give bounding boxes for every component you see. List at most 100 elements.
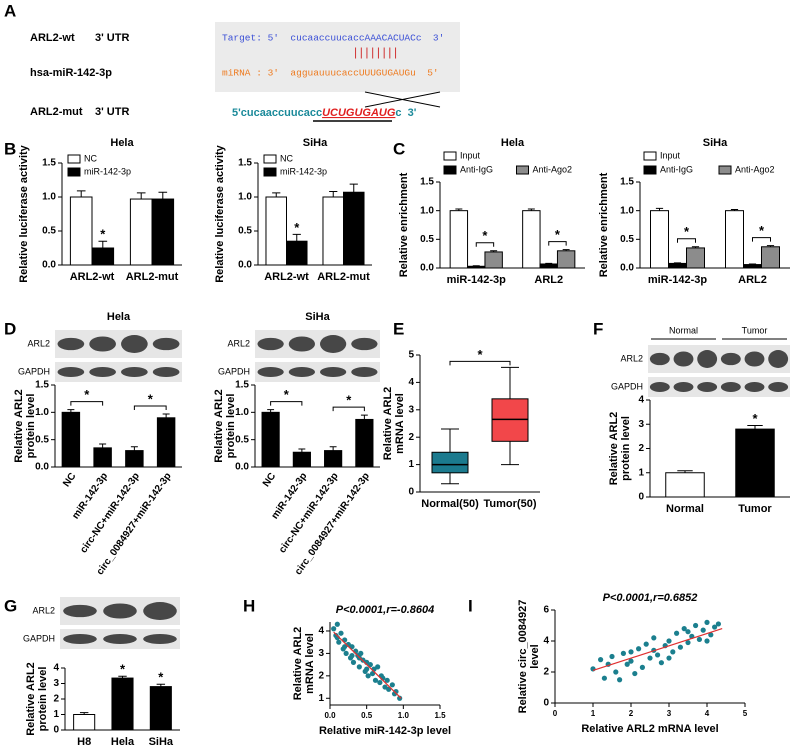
chart-title: P<0.0001,r=0.6852: [603, 592, 698, 604]
wt-region: 3' UTR: [95, 32, 129, 44]
significance-bracket: [548, 241, 567, 246]
target-seq: Target: 5' cucaaccuucaccAAACACUACc 3': [222, 33, 444, 44]
blot-band: [89, 336, 116, 352]
x-tick-label: 0.0: [324, 711, 336, 720]
legend-swatch: [263, 167, 277, 177]
y-axis-label-line: protein level: [37, 667, 49, 732]
x-tick-label: 1.0: [398, 711, 410, 720]
x-tick-label: ARL2-mut: [317, 271, 370, 283]
blot-band: [351, 367, 378, 377]
y-tick-label: 0.5: [420, 234, 434, 245]
error-bar: [272, 192, 281, 197]
blot-band: [89, 367, 116, 377]
x-tick-label: 5: [743, 709, 748, 718]
y-tick-label: 0.5: [35, 434, 49, 445]
y-tick-label: 1.5: [42, 158, 56, 169]
x-tick-label: 1: [591, 709, 596, 718]
blot-label: GAPDH: [23, 633, 55, 643]
blot-label: GAPDH: [18, 366, 50, 376]
mut-seq-start: 5'cucaaccuucacc: [232, 107, 322, 119]
error-bar: [298, 448, 306, 453]
bar: [73, 714, 96, 731]
x-tick-label: ARL2: [738, 274, 767, 286]
y-tick-label: 3: [638, 419, 644, 430]
y-tick-label: 1.5: [238, 158, 252, 169]
error-bar: [747, 424, 763, 430]
blot-band: [143, 634, 177, 644]
blot-strip: [55, 362, 182, 382]
mut-seq-end: c 3': [395, 107, 416, 119]
y-tick-label: 0.0: [420, 263, 434, 274]
legend-label: Input: [660, 150, 681, 160]
point: [343, 650, 349, 657]
y-axis-label: Relative ARL2mRNA level: [292, 627, 316, 701]
bar: [93, 447, 112, 468]
point: [636, 646, 642, 652]
significance-bracket: [70, 401, 104, 406]
point: [632, 670, 638, 677]
x-tick-label: circ-NC+miR-142-3p: [78, 471, 142, 555]
y-tick-label: 1.0: [42, 192, 56, 203]
panel-label: I: [468, 596, 473, 615]
bar: [556, 250, 576, 269]
blot-band: [768, 350, 789, 368]
blot-band: [63, 634, 97, 644]
significance-bracket: [677, 238, 696, 243]
y-axis-label-line: Relative ARL2: [213, 389, 225, 463]
bar: [324, 450, 343, 468]
error-bar: [156, 683, 166, 687]
error-bar: [360, 414, 368, 420]
pairing: ||||||||: [354, 45, 400, 59]
y-tick-label: 4: [53, 663, 59, 674]
y-tick-label: 0.5: [42, 226, 56, 237]
significance-star: *: [752, 411, 758, 426]
point: [674, 630, 680, 636]
point: [666, 638, 672, 644]
bar: [265, 196, 288, 266]
x-tick-label: Normal: [666, 503, 704, 515]
y-tick-label: 1.5: [420, 177, 434, 188]
fit-line: [333, 631, 402, 699]
error-bar: [545, 262, 553, 264]
significance-star: *: [482, 228, 488, 243]
mut-label: ARL2-mut: [30, 106, 83, 118]
y-tick-label: 0.0: [238, 260, 252, 271]
bar: [355, 418, 374, 468]
bar: [686, 247, 705, 269]
legend-label: Anti-Ago2: [533, 164, 573, 174]
significance-bracket: [475, 242, 495, 247]
blot-band: [103, 603, 137, 619]
y-axis-label-line: Relative ARL2: [292, 627, 304, 701]
error-bar: [677, 470, 693, 473]
point: [647, 655, 653, 661]
box: [431, 451, 469, 474]
significance-star: *: [759, 223, 765, 238]
blot-band: [320, 367, 347, 377]
bar: [91, 247, 115, 266]
y-tick-label: 3: [408, 404, 414, 415]
legend-label: miR-142-3p: [280, 166, 327, 176]
point: [712, 624, 718, 630]
point: [367, 662, 373, 668]
point: [639, 664, 646, 670]
error-bar: [98, 240, 108, 248]
blot-band: [288, 336, 315, 352]
bar: [125, 450, 144, 468]
point: [609, 653, 615, 660]
bar: [292, 451, 311, 468]
x-tick-label: 2: [629, 709, 634, 718]
cross: [364, 91, 441, 108]
y-tick-label: 2: [318, 670, 324, 681]
point: [590, 666, 596, 672]
error-bar: [79, 712, 89, 715]
y-axis-label-line: Relative ARL2: [13, 389, 25, 463]
point: [336, 639, 342, 645]
blot-band: [697, 382, 718, 392]
bar: [149, 686, 172, 731]
point: [598, 657, 604, 663]
significance-star: *: [477, 347, 483, 362]
x-tick-label: ARL2-mut: [126, 271, 179, 283]
x-tick-label: Tumor: [738, 503, 772, 515]
point: [349, 653, 355, 659]
panel-label: E: [393, 319, 404, 338]
